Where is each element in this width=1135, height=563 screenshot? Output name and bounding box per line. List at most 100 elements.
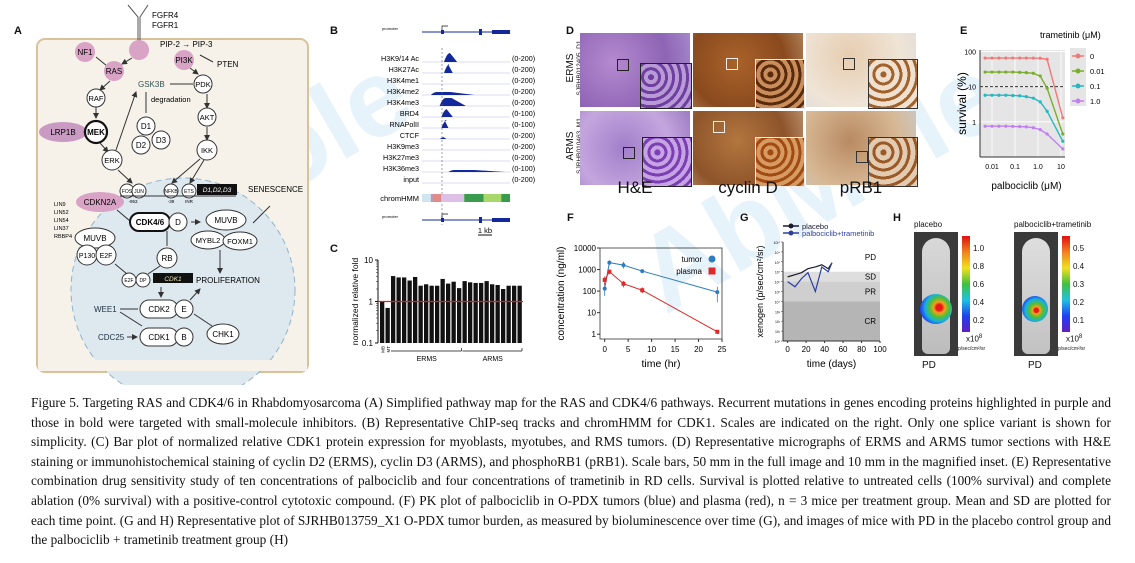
response-band [783, 271, 880, 282]
data-point [1038, 56, 1042, 60]
micrograph-prb1-arms [806, 111, 918, 187]
bar [457, 288, 462, 343]
muvb-node-left: MUVB [83, 234, 106, 243]
tumor-signal [1022, 296, 1048, 322]
degradation-label: degradation [151, 95, 191, 104]
chromhmm-segment [432, 194, 442, 202]
legend-swatch [708, 255, 716, 263]
multiplier-exponent: 8 [978, 334, 983, 340]
promoter-label: promoter [382, 214, 399, 219]
legend-swatch [1075, 68, 1081, 74]
legend-label: 1.0 [1090, 97, 1100, 106]
colorbar-unit: p/sec/cm²/sr [1058, 346, 1086, 352]
legend-label: tumor [682, 255, 703, 264]
chromhmm-segment [464, 194, 484, 202]
bar [402, 277, 407, 343]
outcome-label-treatment: PD [1028, 360, 1042, 371]
data-point [1011, 93, 1015, 98]
legend-swatch [1075, 98, 1081, 104]
exon [479, 217, 482, 223]
data-point [983, 70, 987, 74]
data-point [997, 93, 1001, 97]
series-line [604, 270, 718, 333]
mek-node: MEK [87, 128, 105, 137]
colorbar-multiplier: x108 [966, 334, 982, 344]
fgfr4-label: FGFR4 [152, 11, 179, 20]
track-label: H3K9/14 Ac [381, 54, 419, 63]
data-point [1061, 132, 1065, 136]
track-label: BRD4 [400, 109, 419, 118]
column-label-cyclind: cyclin D [718, 178, 778, 197]
y-tick-label: 10² [775, 320, 781, 324]
bar [517, 285, 522, 343]
bar [385, 307, 390, 343]
x-tick-label: 20 [802, 345, 811, 354]
y-tick-label: 100 [583, 287, 597, 296]
outcome-label-placebo: PD [922, 360, 936, 371]
raf-node: RAF [89, 94, 104, 103]
mouse-image-placebo [914, 232, 958, 356]
legend-label: palbociclib+trametinib [802, 229, 874, 238]
data-point [990, 93, 994, 97]
bar [490, 284, 495, 343]
data-point [983, 124, 987, 128]
colorbar-ticks-placebo: 1.0 0.8 0.6 0.4 0.2 [973, 240, 984, 330]
y-axis-label: concentration (ng/ml) [556, 247, 567, 341]
bar [391, 276, 396, 343]
series-line [787, 262, 833, 294]
x-axis-label: time (hr) [641, 358, 680, 370]
muvb-node-right: MUVB [214, 216, 237, 225]
inset-box [623, 147, 635, 159]
bar [446, 283, 451, 343]
figure-caption: Figure 5. Targeting RAS and CDK4/6 in Rh… [31, 395, 1111, 548]
data-point [1018, 70, 1022, 74]
bioluminescence-images: placebo 1.0 0.8 0.6 0.4 0.2 x108 p/sec/c… [900, 220, 1135, 380]
band-label: SD [865, 273, 876, 282]
track-scale: (0-200) [512, 175, 535, 184]
data-point [715, 290, 720, 295]
track-signal [439, 98, 466, 106]
legend-swatch [1075, 83, 1081, 89]
wee1-label: WEE1 [94, 305, 117, 314]
colorbar-tick: 0.8 [973, 262, 985, 271]
data-point [997, 70, 1001, 74]
track-scale: (0-200) [512, 87, 535, 96]
d1-node: D1 [141, 122, 152, 131]
x-tick-label: 60 [839, 345, 848, 354]
jun-node: JUN [134, 189, 144, 195]
y-axis-label: normalized relative fold [350, 258, 360, 346]
bar [435, 285, 440, 343]
data-point [1011, 56, 1015, 60]
bar [413, 276, 418, 343]
panel-letter-a: A [14, 25, 22, 37]
data-point [602, 286, 607, 291]
colorbar-placebo [962, 236, 970, 332]
mouse-image-treatment [1014, 232, 1058, 356]
lin-item: LIN52 [54, 210, 69, 216]
y-axis-label: xenogen (p/sec/cm²/sr) [755, 245, 765, 337]
gsk3b-label: GSK3B [138, 80, 165, 89]
track-signal [439, 137, 447, 139]
inset [868, 137, 918, 187]
row-label-erms: ERMS SJRHB012405_D1 [565, 33, 583, 103]
cdkn2a-node: CDKN2A [84, 198, 117, 207]
track-signal [441, 109, 453, 117]
inset-box [617, 59, 629, 71]
colorbar-tick: 0.4 [1073, 262, 1085, 271]
track-signal [448, 170, 506, 172]
colorbar-multiplier: x108 [1066, 334, 1082, 344]
ikk-node: IKK [201, 146, 213, 155]
bar [440, 278, 445, 343]
inset [640, 63, 692, 109]
y-tick-label: 10¹ [775, 330, 781, 334]
response-band [783, 242, 880, 272]
panel-letter-b: B [330, 25, 338, 37]
pten-label: PTEN [217, 60, 239, 69]
bar [396, 277, 401, 343]
y-axis-label: survival (%) [955, 72, 969, 135]
track-scale: (0-200) [512, 98, 535, 107]
exon [492, 218, 510, 222]
data-point [621, 263, 626, 268]
band-label: PD [865, 253, 876, 262]
legend-label: 0.1 [1090, 82, 1100, 91]
